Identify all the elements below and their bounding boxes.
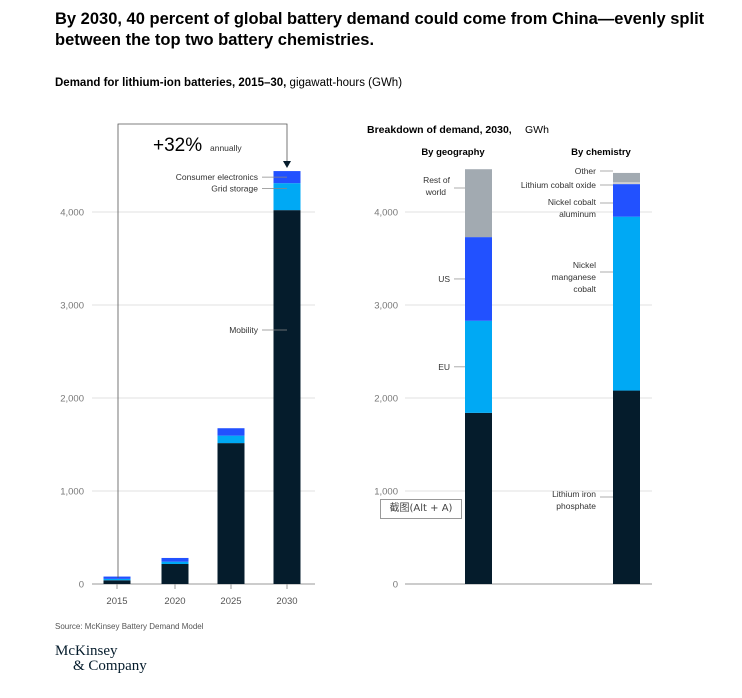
bar-segment-us xyxy=(465,237,492,321)
geography-label: Rest of world xyxy=(423,175,451,197)
y-tick-label-left: 1,000 xyxy=(60,487,84,498)
bar-segment-grid-storage xyxy=(273,183,301,211)
y-tick-label-right: 1,000 xyxy=(374,487,398,498)
bar-segment-eu xyxy=(465,320,492,413)
growth-bracket-line xyxy=(117,123,288,578)
series-label-left: Mobility xyxy=(229,325,259,335)
bar-segment-mobility xyxy=(273,210,301,584)
bar-segment-base xyxy=(465,412,492,584)
y-tick-label-right: 0 xyxy=(393,580,398,591)
bar-segment-consumer-electronics xyxy=(217,428,245,436)
logo-line-1: McKinsey xyxy=(55,643,118,659)
left-subtitle-bold: Demand for lithium-ion batteries, 2015–3… xyxy=(55,77,287,89)
growth-arrow-head xyxy=(283,161,291,168)
bar-segment-grid-storage xyxy=(217,435,245,444)
chemistry-label: Nickel manganese cobalt xyxy=(552,260,597,294)
y-tick-label-right: 2,000 xyxy=(374,394,398,405)
source-note: Source: McKinsey Battery Demand Model xyxy=(55,622,204,631)
growth-label-unit: annually xyxy=(210,143,242,153)
mckinsey-logo: McKinsey & Company xyxy=(55,644,147,674)
chemistry-label: Other xyxy=(575,166,596,176)
y-tick-label-left: 4,000 xyxy=(60,208,84,219)
bar-group-header: By geography xyxy=(421,147,485,158)
y-tick-label-left: 0 xyxy=(79,580,84,591)
x-tick-label: 2015 xyxy=(106,596,127,607)
y-tick-label-left: 3,000 xyxy=(60,301,84,312)
bar-segment-grid-storage xyxy=(161,561,189,565)
bar-segment-mobility xyxy=(161,564,189,584)
x-tick-label: 2020 xyxy=(164,596,185,607)
x-tick-label: 2025 xyxy=(220,596,241,607)
bar-segment-lithium-cobalt-oxide xyxy=(613,182,640,185)
bar-segment-nickel-manganese-cobalt xyxy=(613,216,640,391)
left-chart-subtitle: Demand for lithium-ion batteries, 2015–3… xyxy=(55,76,402,91)
bar-segment-other xyxy=(613,172,640,183)
bar-segment-consumer-electronics xyxy=(103,576,131,579)
growth-label-bg xyxy=(148,131,253,157)
series-label-left: Grid storage xyxy=(211,184,258,194)
right-chart-subtitle-unit: GWh xyxy=(525,124,549,136)
bar-segment-consumer-electronics xyxy=(161,557,189,562)
y-tick-label-left: 2,000 xyxy=(60,394,84,405)
bar-segment-lithium-iron-phosphate xyxy=(613,390,640,584)
y-tick-label-right: 3,000 xyxy=(374,301,398,312)
series-label-left: Consumer electronics xyxy=(176,172,258,182)
growth-label-value: +32% xyxy=(153,135,202,156)
bar-segment-mobility xyxy=(103,580,131,584)
chemistry-label: Nickel cobalt aluminum xyxy=(548,197,597,219)
bar-segment-rest-of-world xyxy=(465,169,492,238)
chart-title: By 2030, 40 percent of global battery de… xyxy=(55,10,705,49)
chemistry-label: Lithium iron phosphate xyxy=(552,489,596,511)
geography-label: EU xyxy=(438,362,450,372)
logo-line-2: & Company xyxy=(73,658,147,674)
bar-group-header: By chemistry xyxy=(571,147,631,158)
y-tick-label-right: 4,000 xyxy=(374,208,398,219)
bar-segment-mobility xyxy=(217,443,245,584)
left-subtitle-unit: gigawatt-hours (GWh) xyxy=(289,77,403,89)
screenshot-tooltip-watermark: 截图(Alt + A) xyxy=(380,499,462,519)
x-tick-label: 2030 xyxy=(276,596,297,607)
right-chart-subtitle-bold: Breakdown of demand, 2030, xyxy=(367,124,512,136)
bar-segment-nickel-cobalt-aluminum xyxy=(613,184,640,217)
geography-label: US xyxy=(438,274,450,284)
bar-segment-grid-storage xyxy=(103,578,131,581)
chemistry-label: Lithium cobalt oxide xyxy=(521,180,596,190)
